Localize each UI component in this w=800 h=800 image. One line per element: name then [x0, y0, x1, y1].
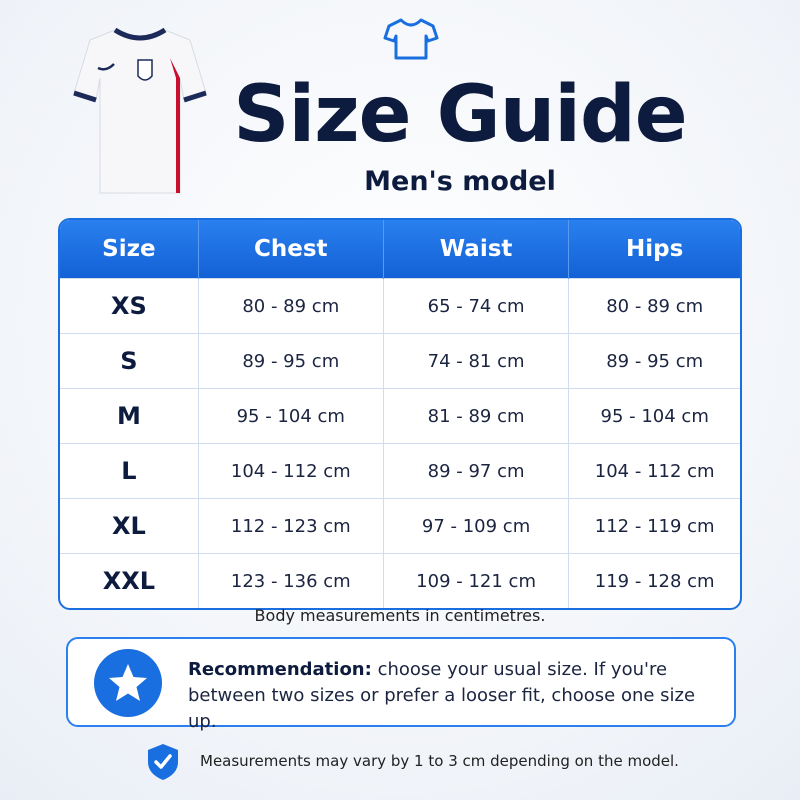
size-cell: M	[60, 388, 199, 444]
size-cell: L	[60, 443, 199, 499]
measure-cell: 104 - 112 cm	[197, 443, 384, 499]
measure-cell: 109 - 121 cm	[382, 553, 569, 608]
table-row: M 95 - 104 cm 81 - 89 cm 95 - 104 cm	[60, 388, 740, 444]
measure-cell: 104 - 112 cm	[568, 443, 740, 499]
column-header: Chest	[197, 220, 384, 279]
measure-cell: 123 - 136 cm	[197, 553, 384, 608]
size-cell: XS	[60, 278, 199, 334]
title: Size Guide	[233, 70, 687, 160]
column-header: Hips	[568, 220, 740, 279]
measure-cell: 95 - 104 cm	[197, 388, 384, 444]
header-row: Size Chest Waist Hips	[60, 220, 740, 279]
recommendation-text: Recommendation: choose your usual size. …	[188, 657, 708, 735]
measure-cell: 89 - 95 cm	[197, 333, 384, 389]
table-row: XXL 123 - 136 cm 109 - 121 cm 119 - 128 cm	[60, 553, 740, 608]
column-header: Waist	[382, 220, 569, 279]
shield-icon	[148, 744, 178, 780]
measure-cell: 112 - 119 cm	[568, 498, 740, 554]
jersey-image	[73, 27, 207, 194]
size-cell: S	[60, 333, 199, 389]
size-cell: XXL	[60, 553, 199, 608]
measure-cell: 81 - 89 cm	[382, 388, 569, 444]
table: Size Chest Waist Hips XS 80 - 89 cm 65 - 74 c…	[60, 220, 740, 608]
star-icon	[94, 649, 162, 717]
measure-cell: 112 - 123 cm	[197, 498, 384, 554]
table-row: L 104 - 112 cm 89 - 97 cm 104 - 112 cm	[60, 443, 740, 499]
recommendation-box: Recommendation: choose your usual size. …	[66, 637, 736, 732]
measure-cell: 89 - 95 cm	[568, 333, 740, 389]
recommendation-label: Recommendation:	[188, 659, 372, 680]
table-row: XS 80 - 89 cm 65 - 74 cm 80 - 89 cm	[60, 278, 740, 334]
measure-cell: 80 - 89 cm	[568, 278, 740, 334]
column-header: Size	[60, 220, 199, 279]
measure-cell: 80 - 89 cm	[197, 278, 384, 334]
measure-cell: 74 - 81 cm	[382, 333, 569, 389]
note: Body measurements in centimetres.	[254, 606, 546, 625]
size-table: Size Chest Waist Hips XS 80 - 89 cm 65 - 74 c…	[58, 218, 742, 610]
measure-cell: 65 - 74 cm	[382, 278, 569, 334]
size-cell: XL	[60, 498, 199, 554]
subtitle: Men's model	[364, 166, 556, 197]
measure-cell: 95 - 104 cm	[568, 388, 740, 444]
table-row: S 89 - 95 cm 74 - 81 cm 89 - 95 cm	[60, 333, 740, 389]
disclaimer: Measurements may vary by 1 to 3 cm depen…	[200, 752, 679, 770]
measure-cell: 89 - 97 cm	[382, 443, 569, 499]
recommendation-body: choose your usual size. If you're betwee…	[188, 659, 696, 732]
table-row: XL 112 - 123 cm 97 - 109 cm 112 - 119 cm	[60, 498, 740, 554]
shirt-icon	[383, 18, 439, 60]
measure-cell: 119 - 128 cm	[568, 553, 740, 608]
measure-cell: 97 - 109 cm	[382, 498, 569, 554]
